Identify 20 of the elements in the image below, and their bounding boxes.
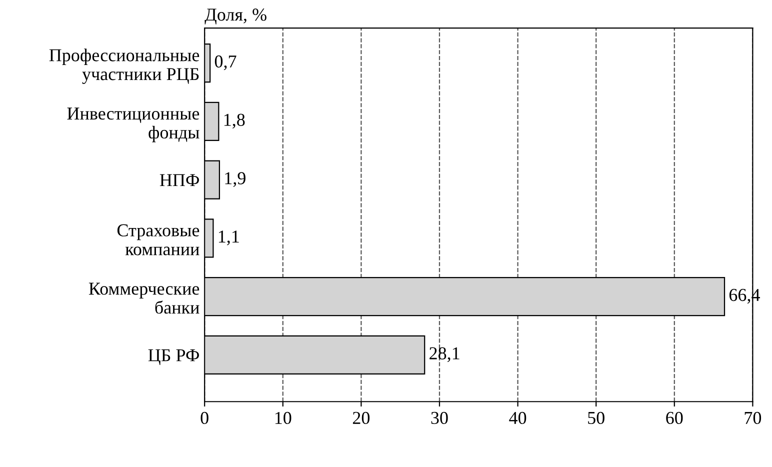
y-tick-label: Профессиональные участники РЦБ (49, 48, 200, 84)
data-label: 1,9 (225, 172, 246, 187)
x-tick-label: 70 (744, 412, 762, 424)
data-label: 0,7 (214, 55, 236, 70)
x-tick-label: 0 (200, 412, 208, 424)
x-tick-label: 10 (275, 412, 292, 424)
y-tick-label: Страховые компании (117, 224, 200, 256)
x-tick-label: 40 (509, 412, 526, 424)
data-label: 28,1 (430, 347, 460, 362)
data-label: 1,1 (218, 230, 239, 246)
x-tick-label: 50 (588, 412, 604, 424)
x-tick-label: 20 (352, 412, 370, 424)
y-tick-label: Инвестиционные фонды (67, 108, 200, 142)
x-axis-title: Доля, % (204, 8, 266, 24)
data-label: 1,8 (224, 114, 245, 129)
y-tick-label: НПФ (160, 174, 199, 186)
x-tick-label: 30 (431, 412, 448, 424)
y-tick-label: ЦБ РФ (148, 349, 199, 366)
y-tick-label: Коммерческие банки (88, 282, 200, 314)
x-tick-label: 60 (666, 412, 683, 424)
